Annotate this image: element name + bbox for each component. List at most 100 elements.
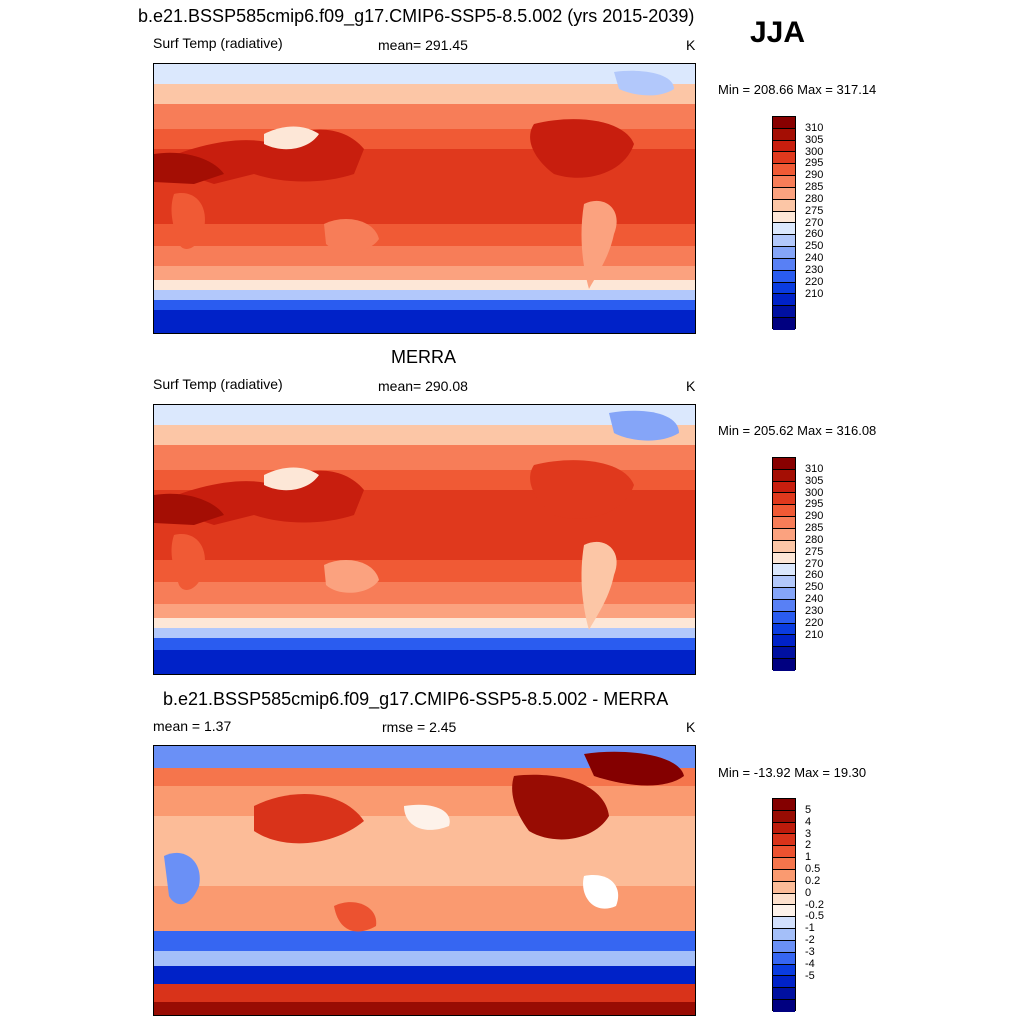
panel3-map <box>153 745 696 1016</box>
panel2-minmax-label: Min = 205.62 Max = 316.08 <box>718 423 877 438</box>
colorbar-tick-label: -2 <box>805 934 815 946</box>
panel3-asia-warm-region <box>254 794 364 844</box>
panel2-arctic-band <box>154 405 695 425</box>
panel1-variable-label: Surf Temp (radiative) <box>153 35 283 51</box>
panel2-south-america-region <box>581 541 617 630</box>
colorbar-cell <box>773 1000 795 1012</box>
panel2-subarctic-band <box>154 425 695 445</box>
panel3-colorbar-labels: 5 4 3 2 1 0.5 0.2 0 -0.2 -0.5 -1 -2 -3 -4 -5 <box>805 798 865 1011</box>
colorbar-cell <box>773 905 795 918</box>
colorbar-cell <box>773 647 795 660</box>
colorbar-cell <box>773 318 795 330</box>
panel1-sahara-hot-region <box>154 152 224 184</box>
panel1-south-america-region <box>581 200 617 289</box>
colorbar-cell <box>773 940 795 953</box>
panel1-south-cool-band <box>154 266 695 280</box>
panel1-tibet-cold-region <box>264 126 319 150</box>
colorbar-tick-label: 0.5 <box>805 863 821 875</box>
panel3-arctic-band <box>154 746 695 768</box>
colorbar-cell <box>773 235 795 248</box>
panel2-sahara-hot-region <box>154 493 224 525</box>
panel3-map-svg <box>154 746 695 1015</box>
panel3-rmse-label: rmse = 2.45 <box>382 719 457 735</box>
panel3-north-america-warm-region <box>512 774 609 840</box>
colorbar-tick-label: -1 <box>805 922 815 935</box>
colorbar-cell <box>773 893 795 906</box>
colorbar-cell <box>773 810 795 823</box>
panel2-colorbar <box>772 457 796 671</box>
colorbar-tick-label: 4 <box>805 815 812 828</box>
panel2-antarctic-edge-band <box>154 638 695 650</box>
colorbar-tick-label: 230 <box>805 263 824 276</box>
colorbar-cell <box>773 282 795 295</box>
colorbar-cell <box>773 306 795 319</box>
colorbar-tick-label: 260 <box>805 228 824 241</box>
panel2-title: MERRA <box>391 347 457 367</box>
colorbar-tick-label: 295 <box>805 498 824 511</box>
colorbar-cell <box>773 199 795 212</box>
colorbar-cell <box>773 270 795 283</box>
panel1-antarctica-band <box>154 310 695 333</box>
colorbar-cell <box>773 881 795 894</box>
panel2-australia-region <box>324 560 379 593</box>
colorbar-cell <box>773 481 795 494</box>
panel3-title: b.e21.BSSP585cmip6.f09_g17.CMIP6-SSP5-8.… <box>163 689 669 709</box>
panel2-antarctica-band <box>154 650 695 674</box>
panel1-north-mid-band <box>154 104 695 129</box>
panel1-mean-label: mean= 291.45 <box>378 37 468 53</box>
colorbar-cell <box>773 599 795 612</box>
colorbar-cell <box>773 223 795 236</box>
panel3-africa-cool-region <box>164 852 200 905</box>
colorbar-tick-label: 305 <box>805 474 824 487</box>
panel1-minmax-label: Min = 208.66 Max = 317.14 <box>718 82 877 97</box>
colorbar-cell <box>773 869 795 882</box>
colorbar-cell <box>773 152 795 165</box>
colorbar-cell <box>773 564 795 577</box>
panel3-south-america-zero-region <box>583 875 619 909</box>
colorbar-tick-label: 220 <box>805 616 824 629</box>
colorbar-tick-label: -0.2 <box>805 898 824 911</box>
panel3-australia-warm-region <box>334 902 377 932</box>
colorbar-cell <box>773 247 795 259</box>
panel2-colorbar-labels: 310 305 300 295 290 285 280 275 270 260 250 240 230 2… <box>805 457 865 670</box>
colorbar-tick-label: 0.2 <box>805 874 821 887</box>
colorbar-tick-label: -0.5 <box>805 910 824 923</box>
colorbar-cell <box>773 211 795 224</box>
panel1-greenland-region <box>614 70 674 96</box>
colorbar-cell <box>773 858 795 870</box>
colorbar-cell <box>773 176 795 188</box>
colorbar-tick-label: 230 <box>805 604 824 617</box>
panel2-south-mid-band <box>154 582 695 604</box>
colorbar-cell <box>773 799 795 811</box>
colorbar-tick-label: 250 <box>805 581 824 594</box>
colorbar-tick-label: 305 <box>805 133 824 146</box>
colorbar-tick-label: 300 <box>805 486 824 499</box>
panel1-colorbar-labels: 310 305 300 295 290 285 280 275 270 260 250 240 230 2… <box>805 116 865 329</box>
colorbar-tick-label: 290 <box>805 169 824 182</box>
colorbar-cell <box>773 552 795 565</box>
panel3-mean-label: mean = 1.37 <box>153 718 232 734</box>
colorbar-cell <box>773 659 795 671</box>
colorbar-cell <box>773 517 795 529</box>
colorbar-cell <box>773 976 795 989</box>
panel1-colorbar <box>772 116 796 330</box>
panel2-map <box>153 404 696 675</box>
panel3-southern-cold-band <box>154 931 695 951</box>
colorbar-cell <box>773 576 795 589</box>
colorbar-tick-label: 210 <box>805 628 824 641</box>
colorbar-tick-label: 210 <box>805 287 824 300</box>
colorbar-tick-label: 260 <box>805 569 824 582</box>
panel3-antarctica-band <box>154 1002 695 1015</box>
colorbar-cell <box>773 834 795 847</box>
colorbar-cell <box>773 964 795 977</box>
colorbar-tick-label: 285 <box>805 522 824 534</box>
colorbar-cell <box>773 929 795 941</box>
panel2-southern-ocean-band <box>154 628 695 638</box>
colorbar-cell <box>773 635 795 648</box>
colorbar-tick-label: 250 <box>805 240 824 253</box>
colorbar-cell <box>773 117 795 129</box>
panel2-mean-label: mean= 290.08 <box>378 378 468 394</box>
panel2-south-cool-band <box>154 604 695 618</box>
colorbar-cell <box>773 540 795 553</box>
panel2-units-label: K <box>686 378 696 394</box>
